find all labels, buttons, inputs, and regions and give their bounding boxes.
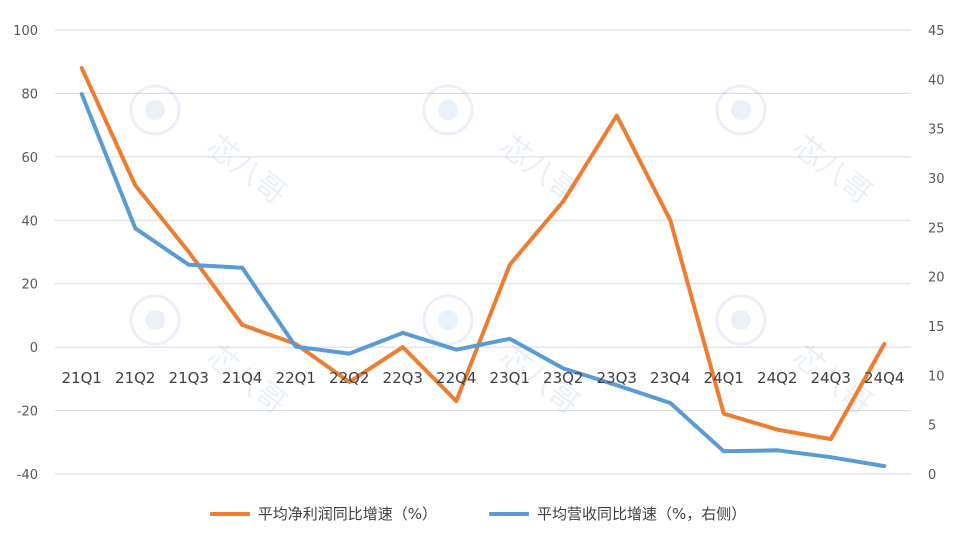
- left-axis-ticks: 100 80 60 40 20 0 -20 -40: [13, 24, 38, 483]
- right-tick-label: 45: [928, 24, 945, 39]
- category-label: 22Q1: [276, 369, 316, 387]
- watermark-dot: [438, 310, 458, 330]
- right-tick-label: 15: [928, 320, 945, 335]
- series-line-revenue: [79, 92, 887, 469]
- legend-label-net-profit: 平均净利润同比增速（%）: [257, 505, 437, 523]
- category-label: 21Q1: [62, 369, 102, 387]
- category-label: 24Q1: [704, 369, 744, 387]
- left-tick-label: -40: [17, 468, 38, 483]
- right-tick-label: 5: [928, 419, 936, 434]
- legend-label-revenue: 平均营收同比增速（%，右侧）: [537, 505, 747, 523]
- legend-item-net-profit: 平均净利润同比增速（%）: [209, 503, 437, 524]
- watermark-logo: 芯八哥: [422, 294, 586, 422]
- legend-swatch-net-profit: [209, 511, 250, 516]
- watermark-logo: 芯八哥: [129, 84, 293, 212]
- right-tick-label: 20: [928, 271, 945, 286]
- watermark-dot: [438, 100, 458, 120]
- category-label: 23Q2: [543, 369, 583, 387]
- category-label: 22Q3: [383, 369, 423, 387]
- left-tick-label: 80: [21, 87, 38, 102]
- category-label: 24Q2: [757, 369, 797, 387]
- watermark-logo: 芯八哥: [422, 84, 586, 212]
- left-tick-label: -20: [17, 405, 38, 420]
- right-tick-label: 0: [928, 468, 936, 483]
- watermark-ring: [422, 294, 474, 346]
- watermark-ring: [129, 84, 181, 136]
- right-axis-ticks: 45 40 35 30 25 20 15 10 5 0: [928, 24, 945, 483]
- watermark-text: 芯八哥: [200, 129, 292, 212]
- watermark-dot: [145, 100, 165, 120]
- left-tick-label: 20: [21, 278, 38, 293]
- category-labels: 21Q1 21Q2 21Q3 21Q4 22Q1 22Q2 22Q3 22Q4 23Q1 23Q2…: [62, 369, 905, 387]
- category-label: 21Q2: [115, 369, 155, 387]
- right-tick-label: 10: [928, 369, 945, 384]
- right-tick-label: 40: [928, 73, 945, 88]
- category-label: 23Q3: [597, 369, 637, 387]
- watermark-logo: 芯八哥: [715, 294, 879, 422]
- category-label: 23Q4: [650, 369, 690, 387]
- legend-item-revenue: 平均营收同比增速（%，右侧）: [489, 503, 746, 524]
- watermark-dot: [145, 310, 165, 330]
- category-label: 22Q2: [329, 369, 369, 387]
- left-tick-label: 40: [21, 214, 38, 229]
- right-tick-label: 35: [928, 123, 945, 138]
- category-label: 23Q1: [490, 369, 530, 387]
- left-tick-label: 100: [13, 24, 38, 39]
- watermark-ring: [715, 84, 767, 136]
- category-label: 24Q3: [811, 369, 851, 387]
- series-lines: [79, 66, 887, 469]
- watermark-logo: 芯八哥: [129, 294, 293, 422]
- watermark-ring: [715, 294, 767, 346]
- watermark-logo: 芯八哥: [715, 84, 879, 212]
- series-line-net-profit: [79, 66, 887, 442]
- watermark-ring: [422, 84, 474, 136]
- watermark-dot: [731, 100, 751, 120]
- category-label: 21Q3: [169, 369, 209, 387]
- watermark-dot: [731, 310, 751, 330]
- watermark-text: 芯八哥: [786, 129, 878, 212]
- left-tick-label: 0: [30, 341, 38, 356]
- gridlines: [55, 29, 911, 475]
- legend: 平均净利润同比增速（%） 平均营收同比增速（%，右侧）: [0, 503, 956, 524]
- category-label: 24Q4: [864, 369, 904, 387]
- watermark-text: 芯八哥: [493, 129, 585, 212]
- left-tick-label: 60: [21, 151, 38, 166]
- watermark-ring: [129, 294, 181, 346]
- category-label: 22Q4: [436, 369, 476, 387]
- category-label: 21Q4: [222, 369, 262, 387]
- legend-swatch-revenue: [489, 511, 529, 516]
- right-tick-label: 30: [928, 172, 945, 187]
- right-tick-label: 25: [928, 221, 945, 236]
